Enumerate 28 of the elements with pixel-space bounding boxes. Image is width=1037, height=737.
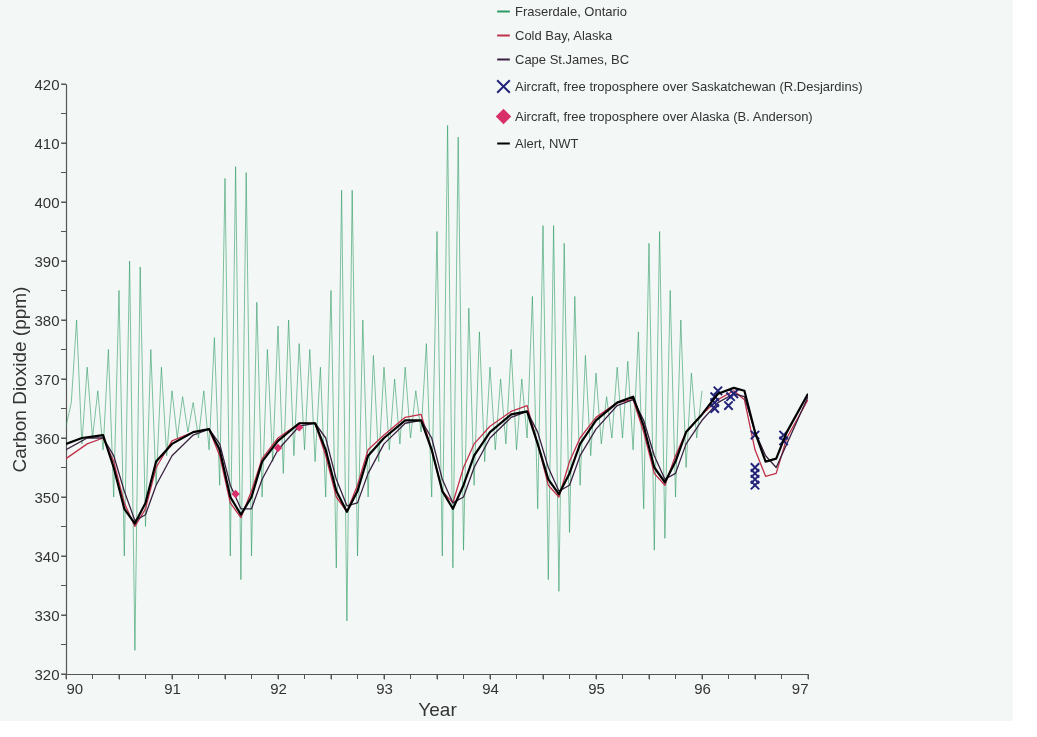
y-tick-label: 390: [34, 252, 60, 270]
y-tick-label: 350: [34, 488, 60, 506]
x-axis-title: Year: [418, 698, 458, 720]
y-tick-label: 360: [34, 429, 60, 447]
y-tick-label: 410: [34, 134, 60, 152]
x-tick-label: 95: [588, 679, 605, 697]
x-tick-label: 91: [164, 679, 181, 697]
y-tick-label: 420: [34, 75, 60, 93]
legend-label: Alert, NWT: [515, 135, 579, 151]
y-tick-label: 380: [34, 311, 60, 329]
line-series: [66, 125, 703, 651]
y-tick-label: 370: [34, 370, 60, 388]
legend-label: Cold Bay, Alaska: [515, 27, 614, 43]
x-tick-label: 90: [66, 679, 84, 697]
legend-label: Fraserdale, Ontario: [515, 3, 627, 19]
legend-label: Cape St.James, BC: [515, 51, 630, 67]
legend-label: Aircraft, free troposphere over Alaska (B. Anderson): [515, 108, 813, 124]
y-tick-label: 400: [34, 193, 60, 211]
x-tick-label: 92: [270, 679, 287, 697]
x-tick-label: 96: [694, 679, 711, 697]
y-tick-label: 340: [34, 547, 60, 565]
y-tick-label: 320: [34, 665, 60, 683]
x-tick-label: 94: [482, 679, 499, 697]
y-tick-label: 330: [34, 606, 60, 624]
x-tick-label: 97: [791, 679, 809, 697]
legend-label: Aircraft, free troposphere over Saskatchewan (R.Desjardins): [515, 78, 863, 94]
y-axis-title: Carbon Dioxide (ppm): [9, 286, 31, 473]
x-tick-label: 93: [376, 679, 393, 697]
